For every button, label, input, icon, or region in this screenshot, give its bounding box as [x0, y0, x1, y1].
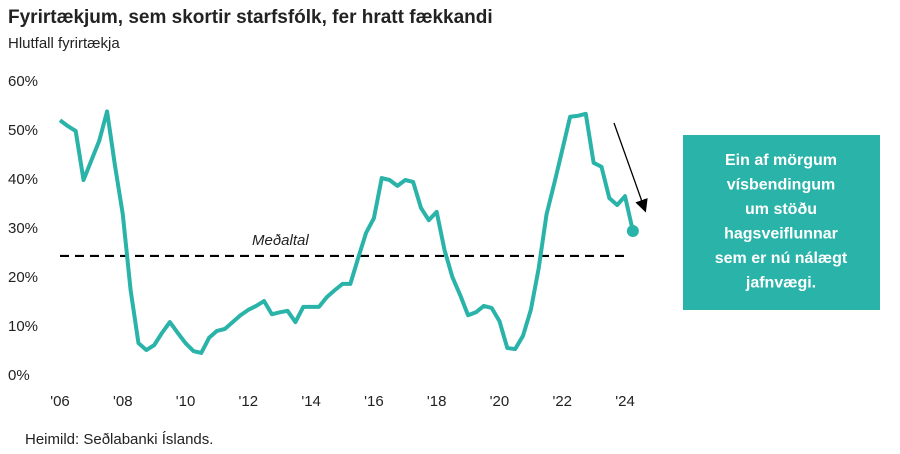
- mean-label: Meðaltal: [252, 232, 309, 249]
- callout-text: sem er nú nálægt: [715, 250, 848, 267]
- x-tick-label: '18: [427, 393, 447, 410]
- x-tick-label: '14: [301, 393, 321, 410]
- arrow: [613, 122, 648, 213]
- end-point: [626, 224, 639, 237]
- callout-text: hagsveiflunnar: [724, 226, 838, 243]
- chart-subtitle: Hlutfall fyrirtækja: [8, 35, 120, 52]
- x-tick-label: '22: [552, 393, 572, 410]
- x-tick-label: '16: [364, 393, 384, 410]
- y-tick-label: 50%: [8, 122, 38, 139]
- chart-title: Fyrirtækjum, sem skortir starfsfólk, fer…: [8, 7, 493, 28]
- callout-text: vísbendingum: [727, 177, 835, 194]
- y-tick-label: 30%: [8, 220, 38, 237]
- y-tick-label: 60%: [8, 73, 38, 90]
- y-tick-label: 40%: [8, 171, 38, 188]
- callout-text: um stöðu: [745, 201, 817, 218]
- y-tick-label: 0%: [8, 367, 30, 384]
- x-tick-label: '24: [615, 393, 635, 410]
- callout-text: jafnvægi.: [745, 275, 816, 292]
- x-tick-label: '20: [490, 393, 510, 410]
- y-tick-label: 20%: [8, 269, 38, 286]
- callout-box: [683, 135, 880, 310]
- x-tick-label: '10: [176, 393, 196, 410]
- source: Heimild: Seðlabanki Íslands.: [25, 431, 213, 448]
- callout-text: Ein af mörgum: [725, 152, 837, 169]
- line: [58, 109, 635, 355]
- y-tick-label: 10%: [8, 318, 38, 335]
- x-tick-label: '08: [113, 393, 133, 410]
- x-tick-label: '06: [50, 393, 70, 410]
- x-tick-label: '12: [239, 393, 259, 410]
